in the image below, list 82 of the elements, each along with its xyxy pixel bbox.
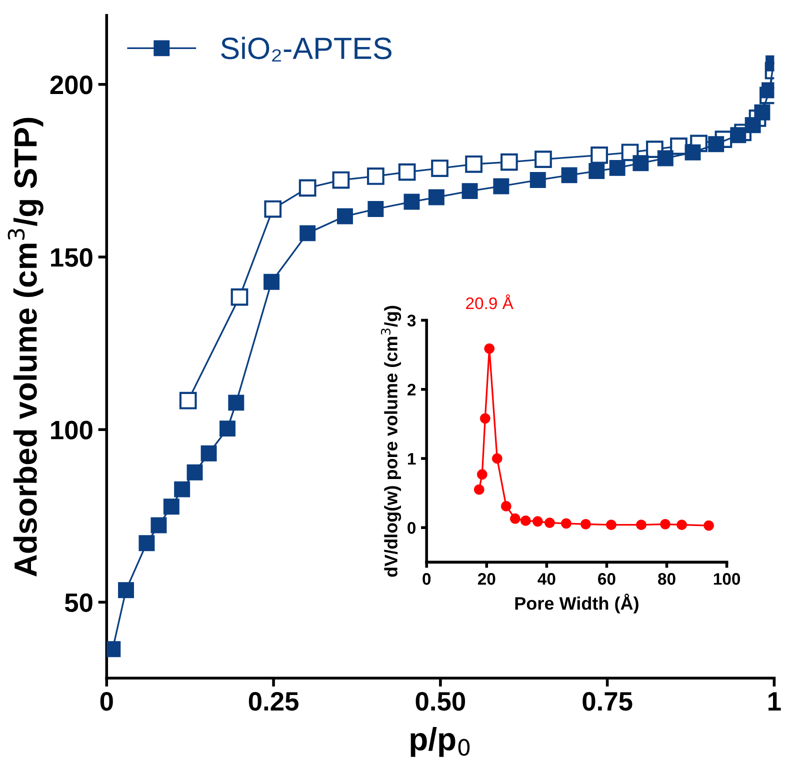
point (474, 484, 484, 495)
x-tick-label: 1 (768, 692, 781, 710)
x-axis-title: Pore Width (Å) (515, 594, 638, 614)
point (544, 518, 555, 528)
x-tick-label: 0.25 (248, 692, 298, 711)
y-tick-label: 50 (64, 593, 92, 612)
y-tick-label: 100 (51, 420, 92, 440)
point (744, 117, 761, 134)
point (484, 343, 495, 354)
point (336, 208, 353, 224)
point (532, 516, 543, 527)
point (368, 201, 384, 218)
point (684, 144, 701, 160)
point (500, 153, 518, 171)
point (332, 171, 350, 189)
point (398, 163, 416, 181)
point (676, 520, 687, 530)
point (174, 481, 190, 498)
point (580, 518, 591, 530)
x-tick-label: 60 (598, 573, 616, 585)
point (431, 160, 448, 177)
point (366, 168, 384, 185)
x-tick-label: 0.75 (582, 692, 632, 711)
y-axis-title: dV/dlog(w) pore volume (cm$^{3}$/g) (380, 306, 402, 577)
point (754, 104, 770, 120)
point (228, 394, 244, 411)
point (530, 172, 546, 188)
x-tick-label: 0.50 (416, 692, 466, 711)
point (590, 146, 608, 164)
point (636, 520, 646, 530)
point (480, 413, 490, 424)
point (588, 163, 605, 180)
point (219, 420, 236, 437)
point (264, 200, 282, 218)
point (150, 517, 167, 534)
point (520, 515, 531, 526)
point (465, 155, 482, 173)
point (138, 535, 155, 552)
point (510, 513, 520, 524)
legend-label: SiO₂-APTES (221, 36, 392, 62)
point (476, 469, 488, 480)
point (660, 518, 670, 530)
x-axis-title: p/p$_{0}$ (410, 727, 470, 757)
point (163, 498, 180, 515)
point (492, 453, 502, 464)
point (230, 288, 248, 306)
point (704, 520, 714, 531)
y-tick-label: 0 (408, 522, 416, 534)
point (500, 500, 512, 512)
point (534, 150, 552, 168)
point (300, 225, 316, 242)
point (606, 520, 616, 530)
x-tick-label: 80 (658, 573, 676, 585)
x-tick-label: 0 (422, 573, 431, 585)
point (609, 160, 626, 176)
point (561, 167, 578, 184)
x-tick-label: 100 (714, 573, 740, 585)
point (462, 183, 478, 200)
y-tick-label: 2 (407, 384, 416, 396)
y-axis-title: Adsorbed volume (cm$^{3}$/g STP) (8, 118, 44, 576)
x-tick-label: 0 (100, 692, 113, 711)
y-tick-label: 3 (407, 314, 416, 326)
point (632, 155, 649, 172)
point (560, 518, 572, 529)
point (404, 194, 420, 210)
point (298, 179, 316, 197)
x-tick-label: 40 (538, 573, 556, 585)
point (708, 136, 724, 152)
point (264, 274, 280, 290)
annotation: 20.9 Å (466, 294, 514, 310)
point (657, 150, 674, 166)
y-tick-label: 150 (51, 248, 92, 267)
point (118, 582, 134, 598)
point (186, 464, 203, 480)
y-tick-label: 1 (408, 453, 416, 465)
y-tick-label: 200 (50, 76, 92, 94)
point (493, 178, 510, 194)
point (179, 392, 197, 410)
point (730, 127, 746, 144)
point (200, 445, 217, 462)
x-tick-label: 20 (478, 573, 496, 585)
point (428, 189, 444, 206)
